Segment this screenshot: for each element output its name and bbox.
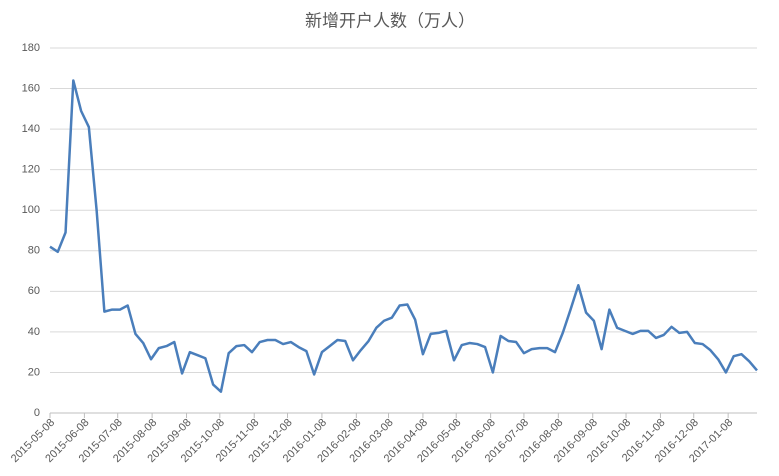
data-line bbox=[49, 79, 758, 393]
y-tick-label: 120 bbox=[22, 164, 40, 176]
y-tick-label: 20 bbox=[28, 366, 40, 378]
chart-title: 新增开户人数（万人） bbox=[305, 11, 475, 30]
y-tick-label: 40 bbox=[28, 326, 40, 338]
y-tick-label: 80 bbox=[28, 245, 40, 257]
y-tick-label: 140 bbox=[22, 123, 40, 135]
y-tick-label: 160 bbox=[22, 82, 40, 94]
y-tick-label: 180 bbox=[22, 42, 40, 54]
y-tick-label: 0 bbox=[34, 407, 40, 419]
y-tick-label: 60 bbox=[28, 285, 40, 297]
y-tick-label: 100 bbox=[22, 204, 40, 216]
